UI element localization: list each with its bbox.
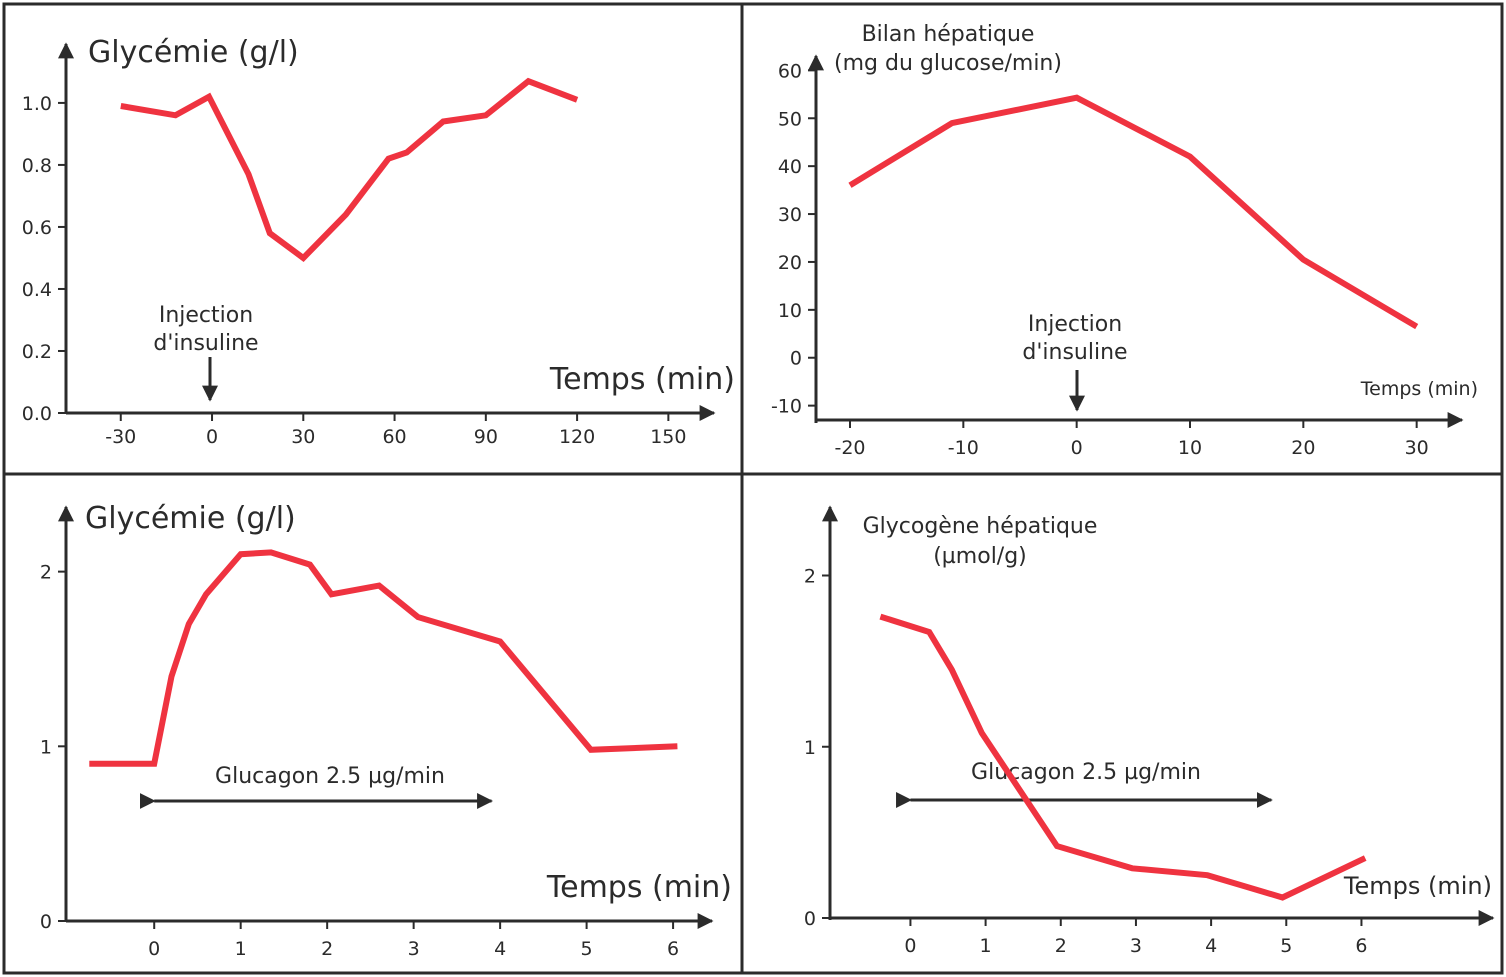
p1-x-tick-label: 120 <box>559 426 595 448</box>
p2-annotation-line1: Injection <box>1028 312 1122 337</box>
p1-x-tick-label: 60 <box>382 426 406 448</box>
p4-x-tick-label: 4 <box>1205 935 1217 957</box>
p2-data-line <box>848 94 1419 330</box>
p4-y-tick-label: 1 <box>804 737 816 759</box>
p2-x-tick-label: 20 <box>1291 437 1315 459</box>
p4-x-label: Temps (min) <box>1343 872 1492 900</box>
p1-y-tick-label: 0.4 <box>22 279 52 301</box>
p4-y-tick-label: 0 <box>804 908 816 930</box>
p1-x-tick-label: -30 <box>105 426 136 448</box>
p1-x-tick-label: 30 <box>291 426 315 448</box>
p3-x-label: Temps (min) <box>546 870 732 905</box>
p2-y-tick-label: 40 <box>778 156 802 178</box>
p4-data-line <box>879 613 1367 901</box>
panel-insulin-glycemia: 0.0 0.2 0.4 0.6 0.8 1.0 -30 0 30 60 90 120 150 Glyc… <box>22 35 735 448</box>
p3-y-tick-label: 1 <box>40 736 52 758</box>
p4-x-tick-label: 3 <box>1130 935 1142 957</box>
p4-y-label-line1: Glycogène hépatique <box>863 514 1098 539</box>
p3-data-line <box>89 549 678 767</box>
p3-x-tick-label: 1 <box>235 938 247 960</box>
p1-data-line <box>120 77 579 262</box>
p4-x-tick-label: 0 <box>904 935 916 957</box>
p2-y-tick-label: 10 <box>778 300 802 322</box>
p3-x-tick-label: 6 <box>667 938 679 960</box>
p1-y-tick-label: 0.8 <box>22 155 52 177</box>
p1-y-label: Glycémie (g/l) <box>88 35 299 70</box>
panel-hepatic-glycogen: 0 1 2 0 1 2 3 4 5 6 Glycogène hépatique (µmol/g)… <box>804 505 1495 957</box>
p4-x-tick-label: 2 <box>1055 935 1067 957</box>
p4-y-label-line2: (µmol/g) <box>933 544 1027 569</box>
p1-y-tick-label: 1.0 <box>22 93 52 115</box>
p4-y-tick-label: 2 <box>804 566 816 588</box>
p3-glucagon-label: Glucagon 2.5 µg/min <box>215 764 445 789</box>
p1-x-tick-label: 90 <box>474 426 498 448</box>
p2-y-tick-label: 20 <box>778 252 802 274</box>
p2-x-tick-label: 0 <box>1071 437 1083 459</box>
p1-annotation-line1: Injection <box>159 303 253 328</box>
p3-x-tick-label: 2 <box>321 938 333 960</box>
p3-y-tick-label: 0 <box>40 911 52 933</box>
p1-x-label: Temps (min) <box>549 362 735 397</box>
p4-x-tick-label: 1 <box>980 935 992 957</box>
p1-annotation-line2: d'insuline <box>153 331 258 356</box>
p2-y-tick-label: -10 <box>771 396 802 418</box>
p2-y-label-line1: Bilan hépatique <box>862 22 1035 47</box>
p3-y-tick-label: 2 <box>40 562 52 584</box>
p1-x-tick-label: 150 <box>650 426 686 448</box>
p2-y-tick-label: 50 <box>778 108 802 130</box>
p2-y-label-line2: (mg du glucose/min) <box>834 51 1062 76</box>
p4-x-tick-label: 5 <box>1280 935 1292 957</box>
p3-x-tick-label: 3 <box>408 938 420 960</box>
p2-annotation-line2: d'insuline <box>1022 340 1127 365</box>
p1-y-tick-label: 0.6 <box>22 217 52 239</box>
p2-x-tick-label: 10 <box>1178 437 1202 459</box>
p2-x-tick-label: -10 <box>948 437 979 459</box>
p2-x-tick-label: -20 <box>834 437 865 459</box>
p3-x-tick-label: 4 <box>494 938 506 960</box>
p2-y-tick-label: 30 <box>778 204 802 226</box>
p2-y-tick-label: 0 <box>790 348 802 370</box>
p1-y-tick-label: 0.0 <box>22 403 52 425</box>
p1-y-tick-label: 0.2 <box>22 341 52 363</box>
p3-y-label: Glycémie (g/l) <box>85 501 296 536</box>
p3-x-tick-label: 5 <box>581 938 593 960</box>
panel-hepatic-balance: -10 0 10 20 30 40 50 60 -20 -10 0 10 20 30 Bilan hép… <box>771 22 1478 459</box>
p2-y-tick-label: 60 <box>778 60 802 82</box>
p2-x-tick-label: 30 <box>1405 437 1429 459</box>
p4-x-tick-label: 6 <box>1355 935 1367 957</box>
p1-x-tick-label: 0 <box>206 426 218 448</box>
p3-x-tick-label: 0 <box>148 938 160 960</box>
panel-glucagon-glycemia: 0 1 2 0 1 2 3 4 5 6 Glycémie (g/l) Temps (min) G… <box>40 501 732 960</box>
p2-x-label: Temps (min) <box>1360 378 1478 400</box>
